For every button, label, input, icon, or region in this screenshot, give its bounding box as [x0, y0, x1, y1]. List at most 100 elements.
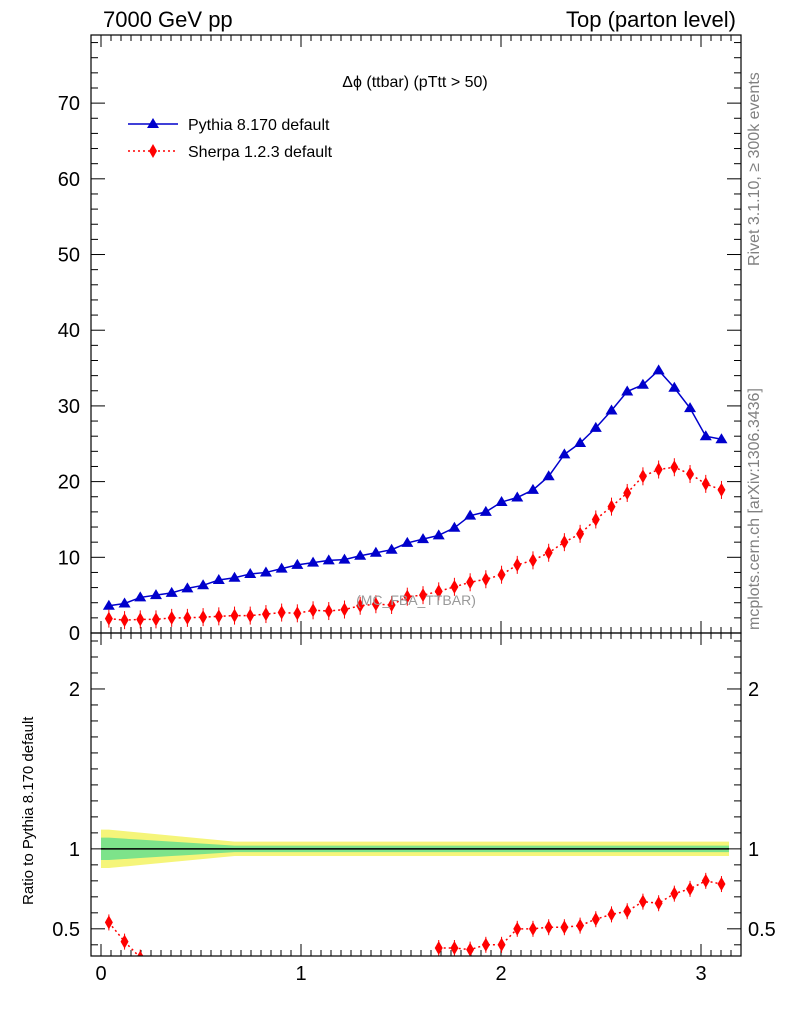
sherpa-point	[434, 584, 443, 599]
header-beam-label: 7000 GeV pp	[103, 7, 233, 32]
x-tick-label: 2	[495, 963, 506, 985]
pythia-point	[715, 433, 728, 444]
pythia-line	[108, 369, 722, 607]
axes-ticks	[90, 35, 741, 956]
ratio-sherpa-point	[576, 918, 585, 933]
ratio-tick-label-right: 1	[748, 839, 759, 861]
ratio-sherpa-point	[497, 937, 506, 952]
pythia-point	[149, 589, 162, 600]
ratio-tick-label: 0.5	[52, 919, 80, 941]
pythia-point	[574, 437, 587, 448]
pythia-point	[212, 574, 225, 585]
sherpa-point	[450, 579, 459, 594]
sherpa-point	[638, 469, 647, 484]
ratio-panel-frame	[90, 632, 742, 957]
pythia-point	[118, 597, 131, 608]
pythia-point	[432, 529, 445, 540]
ratio-sherpa-point	[528, 921, 537, 936]
sherpa-point	[324, 604, 333, 619]
ratio-sherpa-point	[560, 920, 569, 935]
ratio-tick-label: 2	[69, 679, 80, 701]
pythia-point	[338, 553, 351, 564]
legend-pythia-label: Pythia 8.170 default	[188, 117, 330, 134]
y-tick-label: 40	[58, 320, 80, 342]
sherpa-point	[560, 535, 569, 550]
y-tick-label: 50	[58, 245, 80, 267]
ratio-sherpa-point	[591, 912, 600, 927]
ratio-y-axis-label: Ratio to Pythia 8.170 default	[20, 716, 37, 905]
ratio-tick-label-right: 0.5	[748, 919, 776, 941]
legend-sherpa-marker	[149, 144, 157, 158]
sherpa-point	[293, 606, 302, 621]
ratio-tick-label: 1	[69, 839, 80, 861]
sherpa-point	[309, 603, 318, 618]
ratio-sherpa-point	[717, 877, 726, 892]
sherpa-point	[623, 485, 632, 500]
sherpa-point	[104, 611, 113, 626]
pythia-point	[479, 505, 492, 516]
sherpa-point	[670, 460, 679, 475]
ratio-tick-label-right: 2	[748, 679, 759, 701]
sherpa-point	[466, 575, 475, 590]
legend-pythia-marker	[147, 118, 159, 128]
pythia-point	[228, 571, 241, 582]
pythia-point	[134, 591, 147, 602]
ratio-sherpa-line	[438, 880, 722, 951]
pythia-point	[652, 364, 665, 375]
y-tick-label: 20	[58, 472, 80, 494]
ratio-sherpa-point	[104, 915, 113, 930]
sherpa-point	[214, 609, 223, 624]
pythia-point	[322, 554, 335, 565]
sherpa-point	[607, 499, 616, 514]
sherpa-point	[136, 612, 145, 627]
sherpa-point	[654, 462, 663, 477]
y-tick-label: 60	[58, 169, 80, 191]
pythia-point	[636, 378, 649, 389]
side-mcplots-label: mcplots.cern.ch [arXiv:1306.3436]	[746, 388, 763, 630]
ratio-sherpa-point	[701, 873, 710, 888]
ratio-sherpa-point	[120, 934, 129, 949]
pythia-point	[668, 381, 681, 392]
chart-title: Δϕ (ttbar) (pTtt > 50)	[342, 74, 487, 91]
ratio-clipped-group	[104, 872, 726, 956]
sherpa-point	[246, 608, 255, 623]
pythia-point	[526, 483, 539, 494]
y-tick-label: 30	[58, 396, 80, 418]
sherpa-point	[403, 589, 412, 604]
sherpa-point	[419, 588, 428, 603]
pythia-point	[244, 567, 257, 578]
pythia-point	[417, 533, 430, 544]
pythia-point	[102, 599, 115, 610]
pythia-point	[511, 491, 524, 502]
pythia-point	[354, 549, 367, 560]
ratio-sherpa-point	[137, 950, 144, 956]
sherpa-point	[701, 476, 710, 491]
ratio-sherpa-point	[623, 904, 632, 919]
pythia-point	[291, 558, 304, 569]
y-tick-label: 70	[58, 93, 80, 115]
watermark: (MC_FBA_TTBAR)	[356, 592, 476, 608]
sherpa-point	[183, 610, 192, 625]
ratio-series	[104, 872, 726, 956]
ratio-sherpa-point	[450, 941, 459, 956]
sherpa-point	[230, 608, 239, 623]
pythia-point	[401, 536, 414, 547]
chart-series	[102, 364, 728, 630]
sherpa-point	[261, 607, 270, 622]
sherpa-point	[497, 567, 506, 582]
legend-sherpa-label: Sherpa 1.2.3 default	[188, 144, 333, 161]
pythia-point	[558, 448, 571, 459]
ratio-sherpa-point	[481, 937, 490, 952]
x-tick-label: 3	[695, 963, 706, 985]
y-tick-label: 0	[69, 623, 80, 645]
sherpa-point	[481, 572, 490, 587]
sherpa-point	[513, 557, 522, 572]
ratio-sherpa-point	[544, 920, 553, 935]
sherpa-point	[371, 597, 380, 612]
ratio-sherpa-point	[434, 941, 443, 956]
pythia-point	[495, 496, 508, 507]
ratio-sherpa-point	[638, 894, 647, 909]
sherpa-point	[277, 605, 286, 620]
pythia-point	[181, 582, 194, 593]
